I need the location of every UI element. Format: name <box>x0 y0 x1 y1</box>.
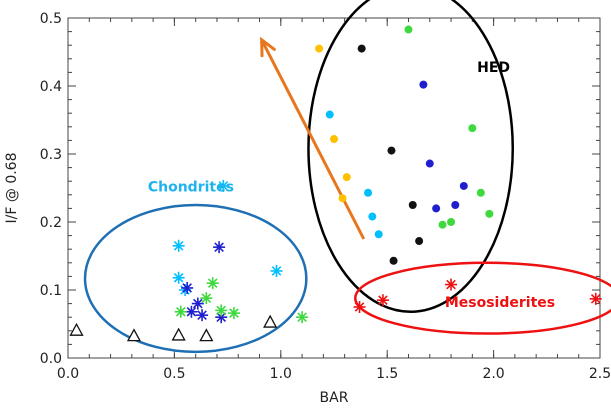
asterisk-stroke <box>173 240 184 251</box>
group-label-chondrites: Chondrites <box>148 180 234 196</box>
asterisk-point <box>172 271 185 284</box>
x-tick-label: 0.0 <box>57 366 79 382</box>
asterisk-point <box>353 301 366 313</box>
y-tick-label: 0.1 <box>40 283 62 299</box>
asterisk-stroke <box>197 310 207 320</box>
dot-point <box>415 237 424 246</box>
asterisk-stroke <box>354 302 365 312</box>
y-tick-label: 0.4 <box>40 79 62 95</box>
asterisk-stroke <box>297 312 307 323</box>
asterisk-point <box>185 305 198 318</box>
asterisk-point <box>227 307 240 320</box>
plot-frame <box>67 17 601 359</box>
dot-point <box>459 181 468 190</box>
asterisk-stroke <box>378 295 388 306</box>
triangle-point <box>199 328 214 342</box>
asterisk-stroke <box>175 306 186 317</box>
trend-arrow-shaft <box>260 39 366 240</box>
asterisk-stroke <box>214 242 224 252</box>
asterisk-stroke <box>173 272 184 283</box>
asterisk-stroke <box>207 278 218 289</box>
asterisk-point <box>200 292 213 305</box>
y-tick-label: 0.3 <box>40 147 62 163</box>
asterisk-stroke <box>192 298 203 309</box>
triangle-point <box>171 327 186 341</box>
dot-point <box>357 44 366 53</box>
group-ellipse-chondrites <box>83 203 308 354</box>
asterisk-point <box>296 311 309 324</box>
dot-point <box>315 44 324 53</box>
asterisk-stroke <box>218 181 229 191</box>
dot-point <box>342 173 351 182</box>
asterisk-point <box>217 179 230 192</box>
dot-point <box>476 188 485 197</box>
y-tick-label: 0.5 <box>40 11 62 27</box>
dot-point <box>438 220 447 229</box>
asterisk-point <box>445 278 458 291</box>
y-tick-label: 0.0 <box>40 351 62 367</box>
x-tick-label: 2.0 <box>482 366 504 382</box>
group-ellipse-mesosiderites <box>354 261 611 335</box>
asterisk-stroke <box>186 306 197 317</box>
dot-point <box>325 110 334 119</box>
group-ellipse-hed <box>307 0 514 313</box>
asterisk-point <box>196 309 209 322</box>
asterisk-point <box>191 297 204 310</box>
trend-arrow-head <box>260 36 276 58</box>
dot-point <box>425 159 434 168</box>
triangle-point <box>69 322 84 336</box>
dot-point <box>432 204 441 213</box>
dot-point <box>330 135 338 144</box>
dot-point <box>468 124 477 133</box>
asterisk-stroke <box>590 294 601 304</box>
asterisk-stroke <box>216 305 227 316</box>
dot-point <box>338 194 347 203</box>
group-label-hed: HED <box>477 60 510 76</box>
dot-point <box>364 188 373 197</box>
x-tick-label: 1.5 <box>376 366 398 382</box>
asterisk-stroke <box>201 293 212 303</box>
dot-point <box>408 201 417 209</box>
asterisk-stroke <box>182 283 192 293</box>
asterisk-stroke <box>271 266 282 276</box>
asterisk-point <box>174 305 187 318</box>
asterisk-point <box>213 241 226 254</box>
asterisk-point <box>376 294 389 307</box>
asterisk-point <box>206 277 219 290</box>
asterisk-point <box>215 304 228 317</box>
x-tick-label: 0.5 <box>163 366 185 382</box>
asterisk-point <box>589 292 602 305</box>
asterisk-point <box>172 239 185 252</box>
dot-point <box>419 80 428 89</box>
dot-point <box>451 201 460 209</box>
dot-point <box>374 230 383 239</box>
y-tick-label: 0.2 <box>40 215 62 231</box>
x-tick-label: 1.0 <box>270 366 292 382</box>
dot-point <box>387 146 396 155</box>
dot-point <box>485 209 494 218</box>
x-tick-label: 2.5 <box>589 366 611 382</box>
asterisk-point <box>181 281 194 294</box>
triangle-point <box>126 328 142 342</box>
dot-point <box>389 256 398 265</box>
asterisk-stroke <box>216 312 227 323</box>
asterisk-stroke <box>446 279 456 290</box>
dot-point <box>368 212 377 221</box>
group-label-mesosiderites: Mesosiderites <box>445 295 555 311</box>
dot-point <box>404 25 413 34</box>
y-axis-label: I/F @ 0.68 <box>4 153 20 224</box>
dot-point <box>447 218 456 226</box>
triangle-point <box>263 314 278 328</box>
asterisk-point <box>270 264 283 277</box>
x-axis-label: BAR <box>320 390 349 406</box>
asterisk-stroke <box>229 308 239 318</box>
